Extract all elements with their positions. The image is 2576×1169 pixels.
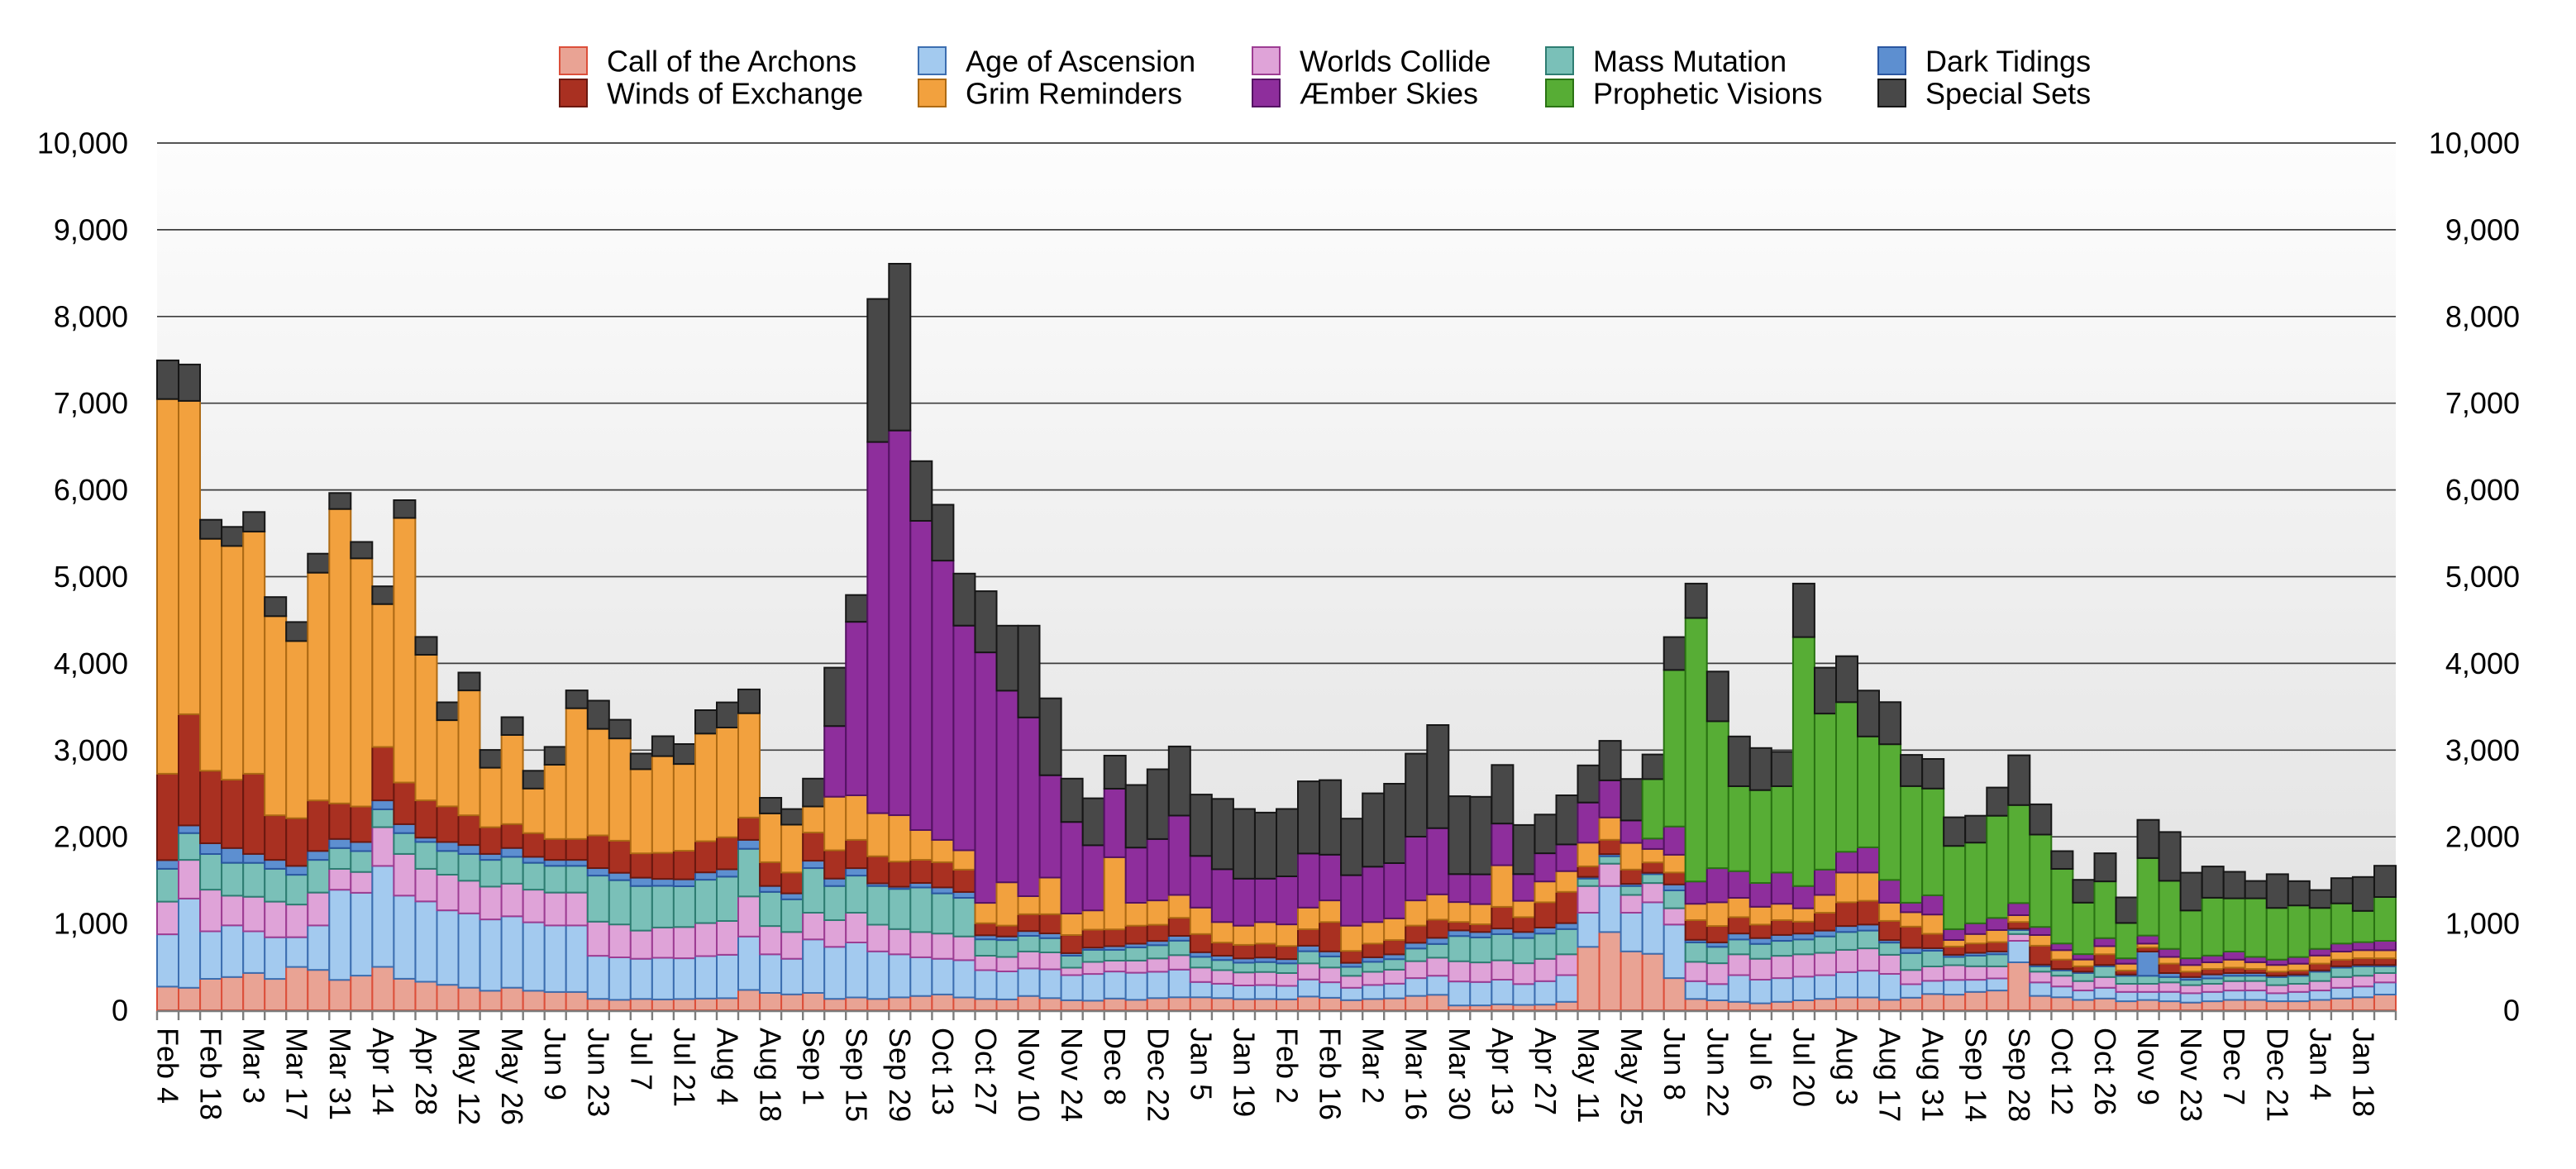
svg-text:Jan 4: Jan 4 [2303,1028,2337,1100]
svg-text:Jul 6: Jul 6 [1744,1028,1777,1090]
svg-text:Aug 31: Aug 31 [1916,1028,1950,1122]
svg-text:9,000: 9,000 [2445,212,2520,246]
svg-text:2,000: 2,000 [2445,820,2520,854]
svg-text:Aug 4: Aug 4 [711,1028,745,1105]
svg-text:3,000: 3,000 [2445,733,2520,767]
svg-text:Sep 29: Sep 29 [883,1028,917,1122]
svg-text:Sep 1: Sep 1 [797,1028,831,1105]
svg-text:8,000: 8,000 [2445,299,2520,333]
svg-text:Prophetic Visions: Prophetic Visions [1593,77,1823,111]
svg-text:Mar 17: Mar 17 [280,1028,314,1120]
svg-text:Sep 14: Sep 14 [1959,1028,1993,1122]
svg-text:Call of the Archons: Call of the Archons [607,45,856,79]
svg-text:7,000: 7,000 [54,386,128,420]
svg-text:Jun 22: Jun 22 [1701,1028,1734,1117]
svg-text:Feb 16: Feb 16 [1314,1028,1348,1120]
svg-text:3,000: 3,000 [54,733,128,767]
svg-text:Jul 7: Jul 7 [624,1028,658,1090]
svg-text:May 25: May 25 [1615,1028,1648,1125]
svg-text:6,000: 6,000 [2445,473,2520,507]
svg-text:10,000: 10,000 [2429,126,2520,160]
svg-text:5,000: 5,000 [54,560,128,594]
svg-text:Jul 21: Jul 21 [667,1028,701,1107]
svg-text:Dec 22: Dec 22 [1141,1028,1175,1122]
svg-text:Mar 2: Mar 2 [1357,1028,1391,1104]
svg-text:Jan 5: Jan 5 [1184,1028,1218,1100]
svg-text:Feb 18: Feb 18 [194,1028,228,1120]
svg-text:Grim Reminders: Grim Reminders [966,77,1182,111]
svg-text:Jan 19: Jan 19 [1227,1028,1261,1117]
svg-text:Nov 9: Nov 9 [2131,1028,2165,1105]
svg-text:Jul 20: Jul 20 [1787,1028,1820,1107]
svg-text:Nov 24: Nov 24 [1055,1028,1089,1122]
svg-text:6,000: 6,000 [54,473,128,507]
svg-text:4,000: 4,000 [54,647,128,680]
svg-text:Sep 28: Sep 28 [2002,1028,2036,1122]
svg-text:Feb 4: Feb 4 [151,1028,185,1104]
svg-text:May 26: May 26 [495,1028,529,1125]
svg-text:Apr 27: Apr 27 [1529,1028,1562,1115]
svg-text:Æmber Skies: Æmber Skies [1300,77,1478,111]
svg-text:Dec 21: Dec 21 [2260,1028,2294,1122]
svg-text:Nov 10: Nov 10 [1012,1028,1046,1122]
svg-text:Mar 16: Mar 16 [1400,1028,1433,1120]
svg-text:Dark Tidings: Dark Tidings [1925,45,2091,79]
svg-text:Aug 3: Aug 3 [1830,1028,1864,1105]
svg-text:Oct 13: Oct 13 [926,1028,960,1115]
svg-text:4,000: 4,000 [2445,647,2520,680]
svg-text:Dec 7: Dec 7 [2217,1028,2251,1105]
svg-text:Oct 12: Oct 12 [2045,1028,2079,1115]
svg-text:5,000: 5,000 [2445,560,2520,594]
svg-text:Aug 17: Aug 17 [1873,1028,1907,1122]
svg-text:0: 0 [112,994,128,1028]
svg-text:Mar 31: Mar 31 [323,1028,357,1120]
svg-text:Oct 26: Oct 26 [2088,1028,2122,1115]
svg-text:Apr 14: Apr 14 [366,1028,400,1115]
svg-text:8,000: 8,000 [54,299,128,333]
svg-text:Mar 3: Mar 3 [237,1028,271,1104]
svg-text:9,000: 9,000 [54,212,128,246]
svg-text:Jan 18: Jan 18 [2346,1028,2380,1117]
svg-text:Sep 15: Sep 15 [840,1028,874,1122]
svg-text:Apr 28: Apr 28 [409,1028,443,1115]
svg-text:May 12: May 12 [452,1028,486,1125]
svg-text:Oct 27: Oct 27 [969,1028,1003,1115]
svg-text:10,000: 10,000 [37,126,128,160]
svg-text:Age of Ascension: Age of Ascension [966,45,1195,79]
svg-text:Apr 13: Apr 13 [1486,1028,1519,1115]
svg-text:Jun 23: Jun 23 [581,1028,615,1117]
svg-text:Mar 30: Mar 30 [1443,1028,1476,1120]
svg-text:1,000: 1,000 [2445,907,2520,941]
svg-text:May 11: May 11 [1572,1028,1605,1123]
svg-text:Winds of Exchange: Winds of Exchange [607,77,863,111]
svg-text:Jun 8: Jun 8 [1658,1028,1691,1100]
svg-text:Jun 9: Jun 9 [538,1028,572,1100]
svg-text:2,000: 2,000 [54,820,128,854]
svg-text:Nov 23: Nov 23 [2174,1028,2208,1122]
svg-text:Mass Mutation: Mass Mutation [1593,45,1787,79]
svg-text:Feb 2: Feb 2 [1271,1028,1305,1104]
svg-text:Special Sets: Special Sets [1925,77,2091,111]
svg-text:0: 0 [2503,994,2520,1028]
svg-text:Aug 18: Aug 18 [754,1028,788,1122]
svg-text:7,000: 7,000 [2445,386,2520,420]
svg-text:Dec 8: Dec 8 [1098,1028,1132,1105]
svg-text:Worlds Collide: Worlds Collide [1300,45,1491,79]
svg-text:1,000: 1,000 [54,907,128,941]
